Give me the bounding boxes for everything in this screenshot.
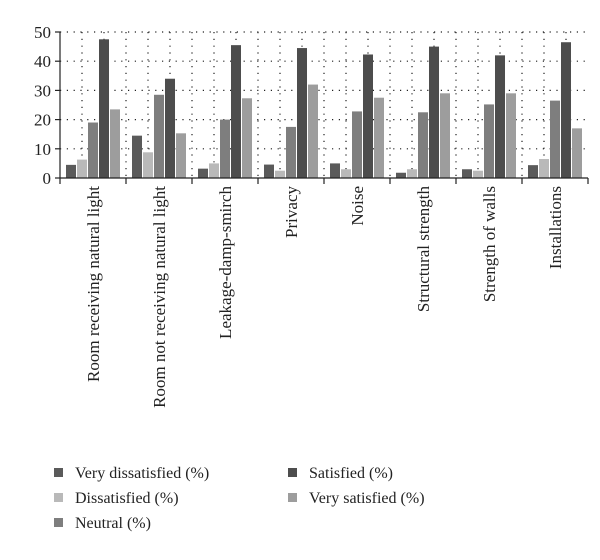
bar <box>220 119 230 178</box>
bar <box>308 84 318 178</box>
x-category-label: Room receiving natural light <box>84 186 103 382</box>
bar <box>99 39 109 178</box>
x-category-label: Room not receiving natural light <box>150 186 169 408</box>
bar <box>539 159 549 178</box>
bar <box>396 172 406 178</box>
bar <box>550 100 560 178</box>
bar <box>440 93 450 178</box>
bar <box>132 135 142 178</box>
y-tick-label: 0 <box>43 169 52 188</box>
bar <box>242 98 252 178</box>
bars <box>66 39 582 179</box>
x-category-label: Noise <box>348 186 367 226</box>
axis-ticks <box>55 31 589 184</box>
bar <box>462 169 472 178</box>
y-tick-label: 20 <box>34 111 51 130</box>
bar <box>165 78 175 178</box>
y-tick-label: 30 <box>34 81 51 100</box>
x-category-label: Leakage-damp-smirch <box>216 186 235 339</box>
bar <box>198 168 208 178</box>
bar <box>429 46 439 178</box>
bar <box>143 152 153 178</box>
bar <box>572 128 582 178</box>
bar <box>374 97 384 178</box>
bar <box>495 55 505 178</box>
x-category-label: Strength of walls <box>480 186 499 302</box>
x-category-label: Structural strength <box>414 186 433 313</box>
y-tick-label: 50 <box>34 23 51 42</box>
bar <box>154 94 164 178</box>
bar <box>330 163 340 178</box>
bar <box>528 165 538 178</box>
bar <box>264 164 274 178</box>
x-category-label: Privacy <box>282 186 301 238</box>
bar <box>341 169 351 178</box>
bar <box>407 169 417 178</box>
bar <box>110 109 120 178</box>
bar <box>352 111 362 178</box>
bar <box>297 48 307 179</box>
bar <box>473 170 483 178</box>
bar <box>418 112 428 178</box>
bar <box>286 126 296 178</box>
y-tick-label: 10 <box>34 140 51 159</box>
bar <box>77 159 87 178</box>
bar <box>176 133 186 178</box>
x-category-label: Installations <box>546 186 565 269</box>
bar <box>363 54 373 178</box>
bar <box>506 93 516 178</box>
bar <box>88 122 98 178</box>
bar <box>561 42 571 178</box>
bar <box>66 164 76 178</box>
bar <box>484 104 494 178</box>
bar <box>231 45 241 178</box>
axis-labels: 0 10 20 30 40 50 Room receiving natural light R… <box>34 23 565 408</box>
y-tick-label: 40 <box>34 52 51 71</box>
bar <box>209 163 219 178</box>
bar <box>275 170 285 178</box>
